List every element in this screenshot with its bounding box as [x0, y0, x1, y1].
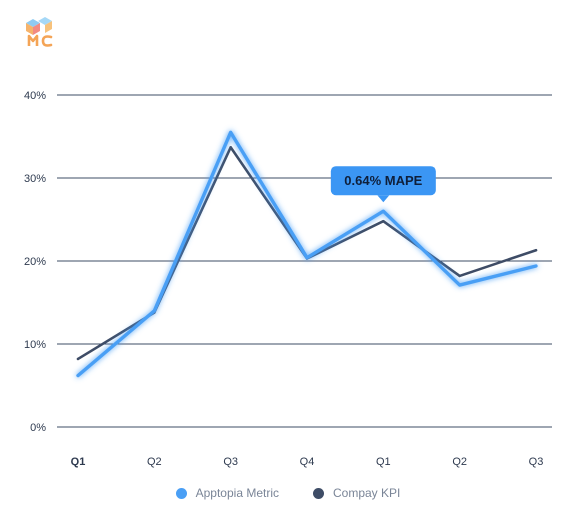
legend-label-company-kpi: Compay KPI	[333, 486, 401, 500]
legend-dot-apptopia	[175, 487, 187, 499]
mape-tooltip: 0.64% MAPE	[330, 166, 436, 203]
y-axis-ticks: 0% 10% 20% 30% 40%	[24, 90, 46, 434]
grid-lines	[57, 94, 552, 428]
x-tick-label: Q1	[71, 456, 86, 468]
data-point-apptopia	[305, 256, 309, 259]
series-line-apptopia-metric	[76, 130, 538, 378]
tooltip-pointer	[377, 195, 390, 203]
data-point-apptopia	[153, 309, 156, 312]
legend-item-apptopia[interactable]: Apptopia Metric	[175, 486, 279, 500]
legend-item-company-kpi[interactable]: Compay KPI	[313, 486, 400, 500]
tooltip-label: 0.64% MAPE	[344, 173, 422, 188]
x-tick-label: Q2	[147, 456, 162, 468]
y-tick-label: 0%	[30, 422, 46, 434]
x-tick-label: Q1	[376, 456, 391, 468]
legend-label-apptopia: Apptopia Metric	[195, 486, 279, 500]
series-line-company-kpi	[76, 145, 538, 361]
data-point-apptopia	[229, 131, 232, 134]
y-tick-label: 30%	[24, 173, 46, 185]
data-point-company-kpi	[76, 357, 80, 361]
data-point-company-kpi	[229, 146, 232, 149]
data-point-apptopia	[76, 374, 80, 377]
mc-cube-logo-icon	[26, 17, 53, 47]
y-tick-label: 10%	[24, 339, 46, 351]
data-point-company-kpi	[382, 219, 385, 223]
legend-dot-company-kpi	[313, 487, 324, 499]
brand-logo	[22, 14, 56, 48]
data-point-company-kpi	[458, 274, 461, 278]
data-point-apptopia	[382, 210, 385, 213]
x-tick-label: Q4	[300, 456, 315, 468]
x-axis-ticks: Q1 Q2 Q3 Q4 Q1 Q2 Q3	[71, 456, 544, 468]
x-tick-label: Q2	[452, 456, 467, 468]
data-point-apptopia	[534, 264, 538, 268]
chart-legend: Apptopia Metric Compay KPI	[0, 486, 576, 500]
data-point-apptopia	[458, 283, 461, 287]
x-tick-label: Q3	[223, 456, 238, 468]
tooltip-box	[330, 166, 436, 196]
y-tick-label: 40%	[24, 90, 46, 102]
series-lines	[76, 130, 538, 378]
y-tick-label: 20%	[24, 256, 46, 268]
x-tick-label: Q3	[529, 456, 544, 468]
data-point-company-kpi	[534, 249, 538, 252]
